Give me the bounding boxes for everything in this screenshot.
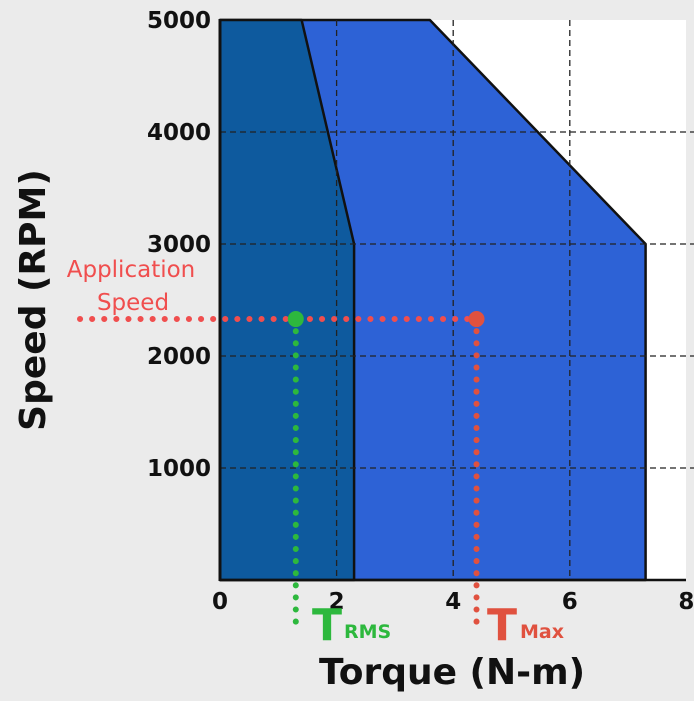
x-tick-label: 4 — [445, 589, 461, 615]
application-speed-label-line1: Application — [67, 257, 196, 283]
x-tick-label: 6 — [562, 589, 578, 615]
y-tick-label: 2000 — [147, 344, 211, 370]
y-axis-title: Speed (RPM) — [13, 169, 54, 431]
application-speed-label-line2: Speed — [97, 290, 169, 316]
y-tick-label: 1000 — [147, 456, 211, 482]
x-tick-labels: 0 2 4 6 8 — [212, 589, 694, 615]
t-max-point — [468, 311, 485, 328]
y-tick-label: 3000 — [147, 232, 211, 258]
t-rms-point — [287, 311, 304, 328]
grid-lines — [218, 19, 694, 582]
t-max-label-main: T — [487, 600, 517, 651]
y-tick-label: 5000 — [147, 8, 211, 34]
y-tick-label: 4000 — [147, 120, 211, 146]
t-rms-label-main: T — [312, 600, 342, 651]
envelope-areas — [218, 18, 647, 582]
x-tick-label: 8 — [678, 589, 694, 615]
y-tick-labels: 1000 2000 3000 4000 5000 — [147, 8, 211, 482]
x-tick-label: 0 — [212, 589, 228, 615]
t-max-label-sub: Max — [520, 621, 564, 643]
x-axis-title: Torque (N-m) — [319, 652, 585, 693]
x-tick-label: 2 — [329, 589, 345, 615]
t-rms-label-sub: RMS — [344, 621, 391, 643]
